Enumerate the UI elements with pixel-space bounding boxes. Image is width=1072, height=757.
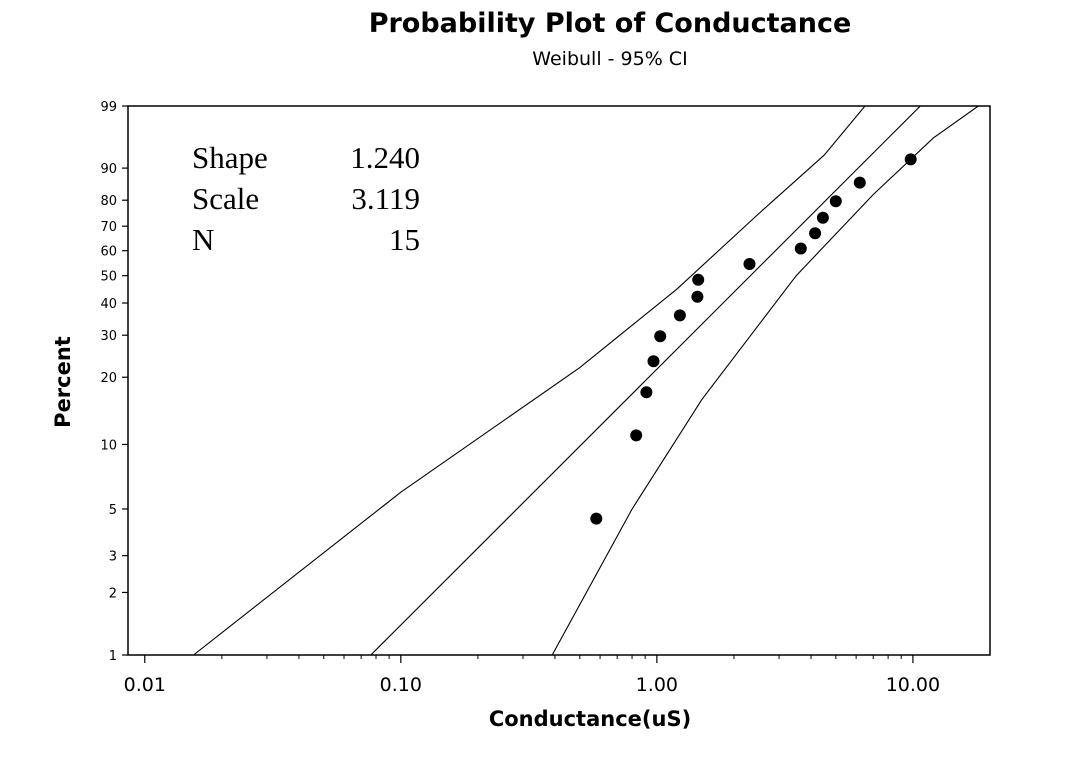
- x-axis-label: Conductance(uS): [489, 707, 691, 731]
- y-tick-label: 40: [100, 297, 117, 312]
- data-point: [809, 227, 822, 240]
- data-point: [590, 512, 603, 525]
- y-tick-label: 50: [100, 270, 117, 285]
- y-tick-label: 1: [109, 649, 117, 664]
- stats-box: Shape 1.240 Scale 3.119 N 15: [192, 140, 420, 257]
- y-tick-label: 70: [100, 220, 117, 235]
- data-point: [829, 195, 842, 208]
- x-axis-ticks: 0.01 0.10 1.00 10.00: [124, 655, 940, 696]
- y-axis-ticks: 1 2 3 5 10 20 30 40 50 60 70 80 90 99: [100, 100, 128, 664]
- data-point: [640, 386, 653, 399]
- stats-label: N: [192, 222, 214, 257]
- ci-upper-line: [193, 106, 866, 655]
- y-tick-label: 2: [109, 586, 117, 601]
- data-point: [654, 330, 667, 343]
- stats-value: 15: [389, 222, 420, 257]
- x-tick-label: 10.00: [886, 674, 940, 696]
- fit-line: [370, 106, 921, 655]
- y-tick-label: 80: [100, 194, 117, 209]
- ci-lower-line: [551, 106, 979, 655]
- y-tick-label: 3: [109, 550, 117, 565]
- data-point: [816, 211, 829, 224]
- y-tick-label: 90: [100, 162, 117, 177]
- y-tick-label: 20: [100, 371, 117, 386]
- data-point: [794, 242, 807, 255]
- plot-frame: [127, 105, 991, 656]
- x-tick-label: 0.10: [380, 674, 422, 696]
- x-tick-label: 1.00: [636, 674, 678, 696]
- y-tick-label: 99: [100, 100, 117, 115]
- data-point: [853, 176, 866, 189]
- data-point: [647, 355, 660, 368]
- y-tick-label: 5: [109, 503, 117, 518]
- stats-value: 1.240: [350, 140, 420, 175]
- stats-value: 3.119: [351, 181, 420, 216]
- x-tick-label: 0.01: [124, 674, 166, 696]
- y-axis-label: Percent: [51, 336, 75, 428]
- y-tick-label: 60: [100, 245, 117, 260]
- stats-label: Scale: [192, 181, 259, 216]
- points-layer: [590, 153, 917, 525]
- data-point: [630, 429, 643, 442]
- y-tick-label: 10: [100, 438, 117, 453]
- data-point: [673, 309, 686, 322]
- chart-title: Probability Plot of Conductance: [369, 8, 852, 39]
- data-point: [692, 273, 705, 286]
- lines-layer: [193, 106, 979, 655]
- data-point: [691, 290, 704, 303]
- y-tick-label: 30: [100, 329, 117, 344]
- stats-label: Shape: [192, 140, 268, 175]
- chart-subtitle: Weibull - 95% CI: [532, 48, 687, 70]
- data-point: [904, 153, 917, 166]
- data-point: [743, 258, 756, 270]
